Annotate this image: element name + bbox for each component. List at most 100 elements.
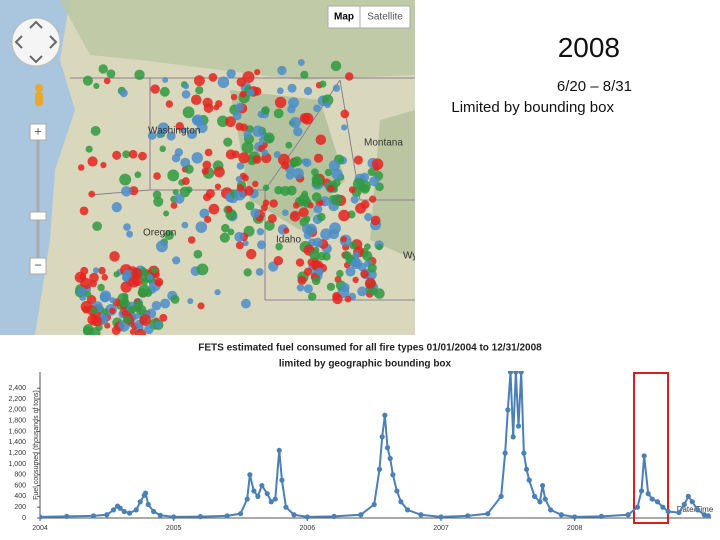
data-point [523,466,530,472]
data-point [572,514,578,520]
satellite-button[interactable] [359,5,411,29]
fire-dot [196,263,209,276]
fire-dot [98,266,106,275]
fire-dot [345,266,356,277]
fire-dot [195,86,204,95]
fire-dot [298,207,309,218]
plot-area [40,371,711,520]
fire-dot [364,243,371,251]
fire-dot [100,161,107,169]
data-point [539,482,546,489]
fire-dot [276,87,284,95]
fire-dot [109,251,120,262]
fire-dot [241,141,254,154]
data-point [268,499,274,505]
data-point [157,512,163,518]
fire-dot [215,100,223,108]
fire-dot [262,184,270,191]
fire-dot [165,100,174,108]
fire-dot [349,241,358,250]
fire-dot [292,156,303,167]
fire-dot [138,151,147,161]
data-point [197,514,203,520]
fire-dot [159,86,170,97]
fire-dot [293,126,303,137]
fire-dot [285,171,294,180]
fire-dot [319,80,327,88]
fire-dot [297,59,305,66]
map[interactable]: Washington Montana Oregon Idaho Wy + − M… [0,0,415,335]
fire-dot [122,150,131,159]
slide-note: Limited by bounding box [451,99,614,116]
fire-dot [119,173,132,186]
fire-dot [231,150,240,159]
zoom-in-label: + [34,123,42,138]
fire-dot [330,60,342,72]
fire-dot [201,167,209,175]
fire-dot [119,89,128,98]
fire-dot [360,269,369,279]
fire-dot [303,284,313,294]
satellite-button-label: Satellite [367,12,403,23]
data-point [283,504,289,510]
fire-dot [287,83,297,93]
x-tick-label: 2008 [567,525,583,532]
zoom-handle[interactable] [29,211,47,221]
fire-dot [273,108,284,119]
fire-dot [106,69,116,79]
fire-dot [367,168,376,177]
data-point [689,499,695,505]
fire-dot [166,131,176,141]
fire-dot [171,153,181,163]
data-point [376,466,383,472]
fire-dot [230,93,238,101]
chart-title: FETS estimated fuel consumed for all fir… [198,343,542,354]
fire-dot [236,77,246,87]
fire-dot [277,65,287,76]
fire-dot [89,272,99,283]
fire-dot [296,283,305,292]
data-point [291,512,297,518]
data-point [379,434,385,440]
data-point [685,493,691,499]
fire-dot [129,328,137,335]
fire-dot [121,292,129,300]
fire-dot [252,125,264,137]
y-tick-label: 200 [14,504,26,511]
fire-dot [112,150,122,160]
fire-dot [307,202,314,209]
data-point [498,493,504,499]
fire-dot [311,192,322,202]
pan-control[interactable] [11,17,61,67]
fire-dot [147,131,157,140]
zoom-out[interactable] [29,257,47,275]
fire-dot [113,271,120,278]
fire-dot [238,152,250,164]
fire-dot [243,130,252,139]
fire-dot [260,204,268,212]
fire-dot [303,267,313,276]
fire-dot [82,326,93,335]
y-tick-label: 1,600 [8,428,26,435]
fire-dot [93,82,100,90]
fire-dot [252,86,262,96]
fire-dot [159,145,166,153]
data-point [485,511,491,517]
fire-dot [134,69,145,80]
data-point [465,513,471,519]
fire-dot [129,186,139,196]
fire-dot [245,201,255,211]
pegman[interactable] [35,84,43,106]
data-point [304,514,310,520]
fire-dot [140,277,149,286]
fire-dot [181,221,189,229]
fire-dot [199,208,210,219]
fire-dot [164,230,175,241]
slide-date-range: 6/20 – 8/31 [556,78,632,95]
zoom-out-label: − [34,257,42,272]
y-tick-label: 1,400 [8,439,26,446]
fire-dot [89,280,97,288]
data-point [371,501,377,508]
fire-dot [102,308,109,315]
fire-dot [175,122,184,131]
